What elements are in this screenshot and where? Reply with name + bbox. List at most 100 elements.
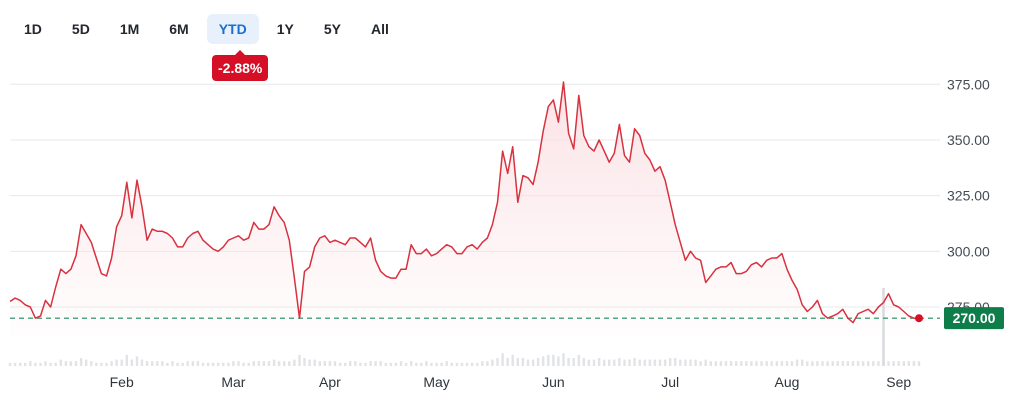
volume-bar [897, 361, 900, 366]
volume-bar [34, 362, 37, 366]
volume-bar [54, 362, 57, 366]
volume-bar [699, 361, 702, 366]
volume-bar [277, 361, 281, 366]
volume-bar [597, 358, 601, 366]
volume-bar [714, 361, 718, 366]
volume-bar [572, 358, 575, 366]
volume-bar [821, 361, 824, 366]
volume-bar [166, 362, 169, 366]
volume-bar [663, 359, 667, 366]
volume-bar [460, 362, 464, 366]
range-tab-5d[interactable]: 5D [71, 21, 90, 37]
volume-bar [643, 359, 646, 366]
volume-bar [785, 361, 789, 366]
volume-bar [440, 362, 443, 366]
volume-bar [24, 362, 27, 366]
volume-bar [740, 361, 743, 366]
volume-bar [775, 361, 778, 366]
volume-bar [745, 361, 748, 366]
volume-bar [100, 362, 103, 366]
volume-bar [115, 359, 118, 366]
volume-bar [120, 359, 123, 366]
volume-bar [719, 361, 723, 366]
x-tick-label: May [423, 374, 449, 390]
volume-bar [603, 359, 606, 366]
volume-bar [19, 362, 22, 366]
volume-bar [267, 361, 271, 366]
volume-bar [49, 362, 52, 366]
x-tick-label: Sep [886, 374, 911, 390]
volume-bar [349, 361, 352, 366]
range-tab-1y[interactable]: 1Y [276, 21, 294, 37]
range-tab-ytd[interactable]: YTD [206, 14, 259, 44]
volume-bar [658, 359, 662, 366]
range-tab-6m[interactable]: 6M [169, 21, 189, 37]
y-tick-label: 375.00 [947, 76, 990, 92]
volume-bar [709, 361, 712, 366]
volume-bar [156, 361, 159, 366]
volume-bar [176, 362, 179, 366]
volume-bar [511, 354, 514, 366]
volume-bar [547, 354, 550, 366]
volume-bar [262, 361, 266, 366]
volume-bar [836, 361, 839, 366]
volume-bar [856, 361, 860, 366]
range-tab-all[interactable]: All [370, 21, 389, 37]
volume-bar [130, 359, 134, 366]
volume-bar [232, 361, 235, 366]
volume-bar [237, 361, 240, 366]
volume-bar [29, 361, 32, 366]
volume-bar [308, 359, 311, 366]
range-tab-5y[interactable]: 5Y [323, 21, 341, 37]
volume-bar [917, 361, 921, 366]
volume-bar [323, 361, 326, 366]
volume-bar [811, 361, 814, 366]
volume-bar [445, 361, 448, 366]
volume-bar [44, 361, 47, 366]
volume-bar [318, 361, 321, 366]
volume-bar [59, 359, 62, 366]
volume-bar [872, 361, 875, 366]
volume-bar [841, 361, 844, 366]
volume-bar [465, 362, 469, 366]
volume-bar [404, 362, 408, 366]
volume-bar [328, 361, 332, 366]
volume-bar [694, 359, 697, 366]
volume-bar [496, 358, 499, 366]
volume-bar [151, 361, 154, 366]
volume-bar [135, 356, 139, 366]
volume-bar [242, 362, 245, 366]
volume-bar [64, 361, 68, 366]
volume-bar [760, 361, 763, 366]
volume-bar [217, 362, 220, 366]
current-price-tag [944, 307, 1004, 330]
volume-bar [394, 362, 398, 366]
volume-bar [344, 362, 347, 366]
volume-bar [171, 361, 174, 366]
volume-bar [455, 362, 459, 366]
volume-bar [861, 361, 865, 366]
range-tab-1d[interactable]: 1D [24, 21, 42, 37]
volume-bar [303, 358, 306, 366]
volume-bar [587, 359, 591, 366]
volume-bar [415, 362, 418, 366]
volume-bar [333, 361, 337, 366]
volume-bar [354, 361, 357, 366]
volume-bar [222, 362, 225, 366]
volume-bar [379, 361, 382, 366]
volume-bar [902, 361, 905, 366]
volume-bar [384, 362, 387, 366]
volume-bar [283, 361, 286, 366]
volume-bar [369, 361, 372, 366]
volume-bar [39, 362, 42, 366]
volume-bar [531, 359, 535, 366]
volume-bar [501, 353, 504, 366]
volume-bar [831, 361, 834, 366]
volume-bar [13, 362, 17, 366]
volume-bar [851, 361, 855, 366]
volume-bar [140, 359, 144, 366]
volume-bar [516, 358, 519, 366]
range-tab-1m[interactable]: 1M [119, 21, 140, 37]
volume-bar [882, 288, 885, 366]
